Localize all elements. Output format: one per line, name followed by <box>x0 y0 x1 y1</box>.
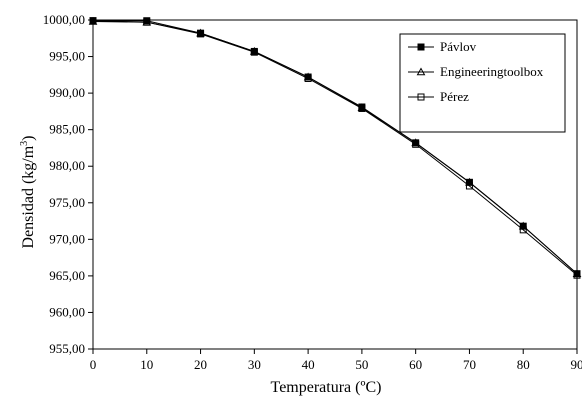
x-tick-label: 0 <box>90 357 97 372</box>
legend-label: Pávlov <box>440 39 477 54</box>
data-point <box>465 182 473 190</box>
legend-marker <box>416 67 426 76</box>
x-tick-label: 40 <box>302 357 315 372</box>
legend-box <box>399 33 566 133</box>
y-axis-title-close: ) <box>20 136 37 141</box>
data-point <box>143 18 151 26</box>
data-point <box>518 221 528 230</box>
y-tick-label: 975,00 <box>49 195 85 210</box>
y-tick-label: 970,00 <box>49 231 85 246</box>
y-tick-label: 985,00 <box>49 122 85 137</box>
series-3 <box>89 17 581 279</box>
data-point <box>89 17 97 25</box>
x-tick-label: 70 <box>463 357 476 372</box>
y-tick-label: 1000,00 <box>43 12 85 27</box>
y-axis-title-main: Densidad (kg/m <box>20 145 37 248</box>
y-axis-ticks: 955,00 960,00 965,00 970,00 975,00 980,00 985,… <box>43 12 93 356</box>
data-point <box>573 271 581 279</box>
y-tick-label: 955,00 <box>49 341 85 356</box>
data-point <box>519 226 527 234</box>
x-axis-title: Temperatura (ºC) <box>271 379 382 396</box>
x-tick-label: 90 <box>571 357 582 372</box>
data-point <box>465 177 474 186</box>
data-point <box>411 138 421 147</box>
legend-marker <box>417 93 425 101</box>
y-tick-label: 960,00 <box>49 304 85 319</box>
data-point <box>412 140 420 148</box>
x-tick-label: 30 <box>248 357 261 372</box>
x-axis-ticks: 0 10 20 30 40 50 60 70 80 90 <box>90 349 582 372</box>
data-point <box>196 28 205 37</box>
data-point <box>303 72 313 81</box>
x-tick-label: 50 <box>355 357 368 372</box>
x-tick-label: 80 <box>517 357 530 372</box>
y-tick-label: 990,00 <box>49 85 85 100</box>
y-axis-title-superscript: 3 <box>19 141 30 146</box>
legend-label: Pérez <box>440 89 469 104</box>
x-tick-label: 20 <box>194 357 207 372</box>
series-layer <box>88 16 582 279</box>
y-tick-label: 995,00 <box>49 49 85 64</box>
y-tick-label: 965,00 <box>49 268 85 283</box>
data-point <box>304 74 312 82</box>
plot-area <box>92 19 578 350</box>
data-point <box>250 48 258 56</box>
legend-label: Engineeringtoolbox <box>440 64 544 79</box>
data-point <box>197 30 205 38</box>
series-line <box>92 20 578 276</box>
legend: Pávlov Engineeringtoolbox Pérez <box>399 33 566 133</box>
legend-item-3: Pérez <box>408 89 469 104</box>
x-tick-label: 10 <box>140 357 153 372</box>
legend-marker <box>417 43 425 51</box>
y-tick-label: 980,00 <box>49 158 85 173</box>
y-axis-title: Densidad (kg/m3) <box>19 136 37 249</box>
x-tick-label: 60 <box>409 357 422 372</box>
data-point <box>358 104 366 112</box>
legend-item-2: Engineeringtoolbox <box>408 64 544 79</box>
legend-item-1: Pávlov <box>408 39 477 54</box>
